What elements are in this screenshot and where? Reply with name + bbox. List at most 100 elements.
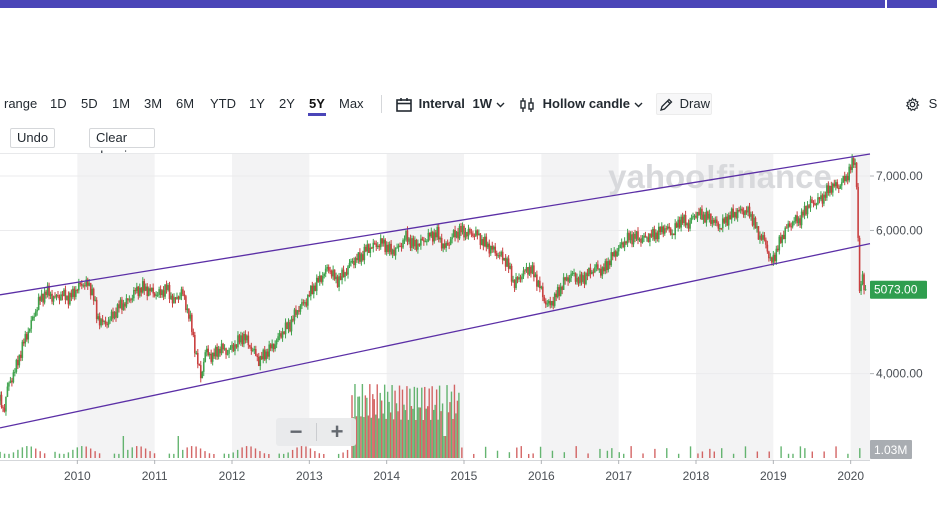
candle-body <box>25 334 28 340</box>
trendlines[interactable] <box>0 153 871 429</box>
candle-body <box>266 351 269 357</box>
candle-body <box>244 333 247 341</box>
candle-body <box>302 302 305 304</box>
range-1d[interactable]: 1D <box>50 96 67 111</box>
date-range-button[interactable]: range <box>4 96 38 111</box>
trendline[interactable] <box>0 153 871 296</box>
candle-body <box>582 275 584 282</box>
candle-body <box>88 283 91 286</box>
chart-type-button[interactable]: Hollow candle <box>519 95 643 113</box>
candle-body <box>556 287 559 298</box>
candle-body <box>458 226 461 239</box>
candle-body <box>602 267 605 272</box>
interval-button[interactable]: Interval 1W <box>396 95 505 113</box>
candle-body <box>167 285 169 290</box>
candle-body <box>832 183 834 193</box>
year-band <box>850 154 870 460</box>
candle-body <box>704 214 706 223</box>
candle-body <box>530 266 532 274</box>
candle-body <box>280 333 282 338</box>
candle-body <box>232 344 235 352</box>
candle-body <box>39 297 41 301</box>
range-3m[interactable]: 3M <box>144 96 163 111</box>
price-chart[interactable]: yahoo!finance 2010 2011 2012 2013 2014 2015 20… <box>0 150 937 527</box>
volume-bar <box>39 451 41 458</box>
volume-bar <box>195 446 197 458</box>
candle-body <box>345 272 348 275</box>
candle-body <box>320 275 323 282</box>
trendline[interactable] <box>0 242 871 429</box>
candle-body <box>815 204 818 206</box>
settings-button[interactable]: Se <box>905 95 937 113</box>
volume-bar <box>447 412 450 458</box>
candle-body <box>589 267 592 275</box>
candle-body <box>40 293 43 301</box>
candle-body <box>559 286 562 296</box>
candle-body <box>539 280 541 289</box>
candle-body <box>855 162 858 187</box>
volume-bar <box>309 448 312 458</box>
candle-body <box>616 251 618 257</box>
volume-bar <box>136 446 138 458</box>
candle-body <box>315 277 318 291</box>
volume-label: 1.03M <box>874 443 907 457</box>
candle-body <box>467 228 470 237</box>
candle-body <box>179 296 181 299</box>
range-5d[interactable]: 5D <box>81 96 98 111</box>
range-1m[interactable]: 1M <box>112 96 131 111</box>
range-2y[interactable]: 2Y <box>279 96 295 111</box>
volume-bar <box>630 446 632 458</box>
volume-bar <box>3 453 6 458</box>
range-1y[interactable]: 1Y <box>249 96 265 111</box>
draw-button-content[interactable]: Draw <box>659 95 710 113</box>
candle-body <box>629 234 632 241</box>
candle-body <box>500 251 502 256</box>
candle-body <box>75 289 77 297</box>
candle-body <box>668 226 671 229</box>
candle-body <box>295 309 297 315</box>
candle-body <box>655 232 657 240</box>
candle-body <box>647 237 650 243</box>
range-ytd[interactable]: YTD <box>210 96 236 111</box>
range-5y[interactable]: 5Y <box>308 96 326 116</box>
candle-body <box>387 244 389 252</box>
candle-body <box>191 314 193 332</box>
volume-bar <box>58 453 61 458</box>
candle-body <box>720 228 723 230</box>
range-max[interactable]: Max <box>339 96 364 111</box>
candle-body <box>637 231 639 241</box>
candle-body <box>91 288 94 296</box>
candle-body <box>528 266 531 275</box>
candle-body <box>504 258 507 267</box>
volume-bar <box>823 451 825 458</box>
candle-body <box>747 206 749 213</box>
draw-button[interactable] <box>656 93 712 115</box>
candle-body <box>418 243 421 246</box>
x-tick-label: 2012 <box>219 469 246 483</box>
zoom-in-button[interactable]: + <box>330 419 344 444</box>
volume-bar <box>397 411 399 458</box>
range-6m[interactable]: 6M <box>176 96 195 111</box>
candle-body <box>27 331 30 340</box>
candle-body <box>20 354 22 358</box>
candle-body <box>808 205 810 208</box>
candle-body <box>241 335 244 345</box>
undo-button[interactable]: Undo <box>10 128 56 148</box>
candle-body <box>455 231 458 238</box>
volume-bar <box>144 448 147 458</box>
clear-drawings-button[interactable]: Clear drawings <box>89 128 156 163</box>
volume-bar <box>508 452 511 458</box>
volume-bar <box>697 453 699 458</box>
volume-bar <box>287 452 289 458</box>
candle-body <box>260 356 263 360</box>
candle-body <box>663 228 666 234</box>
candle-body <box>732 208 734 218</box>
volume-bar <box>385 418 387 458</box>
candle-body <box>400 246 403 248</box>
candle-body <box>710 213 712 224</box>
candle-body <box>138 287 141 296</box>
candle-body <box>585 273 587 285</box>
zoom-out-button[interactable]: − <box>289 419 303 444</box>
candle-body <box>662 226 665 234</box>
candle-body <box>843 175 846 182</box>
